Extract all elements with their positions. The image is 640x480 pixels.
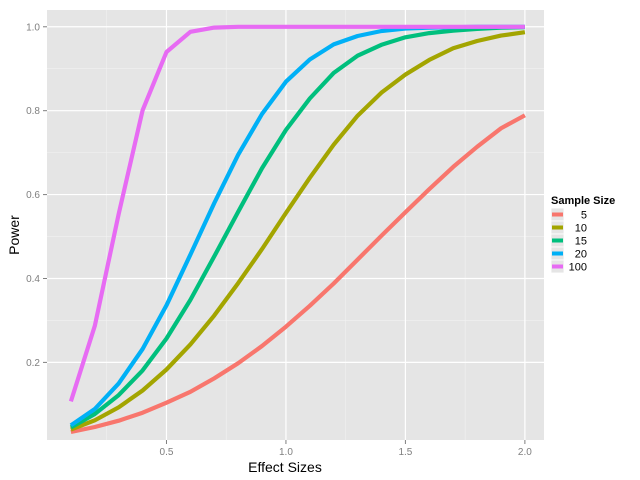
y-tick-label: 0.8: [26, 106, 40, 117]
legend-label: 5: [581, 210, 587, 222]
y-tick-label: 0.2: [26, 358, 40, 369]
y-axis-title: Power: [6, 215, 22, 255]
series-lines: [68, 24, 526, 435]
legend-label: 100: [569, 262, 587, 274]
y-tick-label: 0.6: [26, 190, 40, 201]
legend-label: 20: [575, 249, 587, 261]
x-tick-label: 1.5: [398, 447, 412, 458]
y-tick-label: 0.4: [26, 274, 40, 285]
x-tick-label: 2.0: [518, 447, 532, 458]
y-axis-ticks: 0.2 0.4 0.6 0.8 1.0: [26, 22, 47, 369]
legend-label: 10: [575, 223, 587, 235]
y-tick-label: 1.0: [26, 22, 40, 33]
legend-item-15: 15: [550, 233, 587, 248]
series-line-5: [70, 113, 526, 435]
x-tick-label: 1.0: [279, 447, 293, 458]
major-gridlines: [47, 10, 544, 440]
legend-item-10: 10: [550, 220, 587, 235]
series-line-100: [68, 24, 525, 403]
series-line-15: [69, 25, 525, 430]
x-axis-title: Effect Sizes: [248, 459, 322, 475]
legend-item-5: 5: [550, 207, 587, 222]
x-axis-ticks: 0.5 1.0 1.5 2.0: [160, 440, 532, 458]
legend-title: Sample Size: [551, 195, 615, 207]
x-tick-label: 0.5: [160, 447, 174, 458]
series-line-10: [70, 30, 526, 432]
minor-gridlines: [47, 10, 544, 440]
legend-item-100: 100: [550, 259, 587, 274]
legend-label: 15: [575, 236, 587, 248]
legend-item-20: 20: [550, 246, 587, 261]
